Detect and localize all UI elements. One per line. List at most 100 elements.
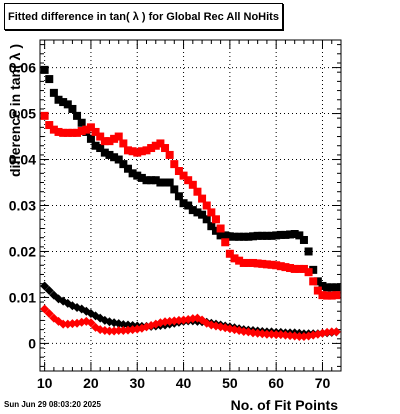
data-point xyxy=(225,249,234,258)
x-tick-label: 10 xyxy=(37,375,53,391)
data-point xyxy=(211,215,220,224)
data-point xyxy=(54,95,63,104)
data-point xyxy=(151,176,160,185)
x-tick-label: 60 xyxy=(268,375,284,391)
data-point xyxy=(49,88,58,97)
data-point xyxy=(281,263,290,272)
data-point xyxy=(198,194,207,203)
x-tick-label: 30 xyxy=(129,375,145,391)
data-point xyxy=(193,187,202,196)
data-point xyxy=(40,65,49,74)
x-axis-title: No. of Fit Points xyxy=(231,397,339,413)
data-point xyxy=(114,326,124,336)
data-point xyxy=(142,146,151,155)
data-point xyxy=(170,185,179,194)
data-point xyxy=(63,100,72,109)
data-point xyxy=(77,127,86,136)
data-point xyxy=(165,150,174,159)
data-point xyxy=(110,153,119,162)
data-point xyxy=(54,127,63,136)
data-point xyxy=(68,128,77,137)
x-tick-label: 70 xyxy=(315,375,331,391)
data-point xyxy=(244,232,253,241)
data-point xyxy=(276,262,285,271)
data-point xyxy=(235,256,244,265)
data-point xyxy=(63,128,72,137)
y-tick-label: 0.05 xyxy=(9,106,36,122)
axes: 10 20 30 40 50 60 70 0 0.01 0.02 0.03 0.04 0.05 0.06 xyxy=(9,40,342,391)
data-markers xyxy=(40,65,341,342)
data-point xyxy=(313,277,322,286)
data-point xyxy=(262,329,272,339)
data-point xyxy=(272,261,281,270)
data-point xyxy=(207,222,216,231)
data-point xyxy=(58,319,68,329)
data-point xyxy=(119,160,128,169)
series-4 xyxy=(40,304,341,342)
data-point xyxy=(272,231,281,240)
data-point xyxy=(211,226,220,235)
data-point xyxy=(225,232,234,241)
data-point xyxy=(44,286,54,296)
series-2 xyxy=(40,111,341,300)
data-point xyxy=(59,98,68,107)
data-point xyxy=(323,291,332,300)
data-point xyxy=(299,235,308,244)
data-point xyxy=(91,127,100,136)
data-point xyxy=(119,139,128,148)
data-point xyxy=(184,176,193,185)
data-point xyxy=(82,125,91,134)
data-point xyxy=(239,258,248,267)
data-point xyxy=(44,309,54,319)
data-point xyxy=(156,178,165,187)
data-point xyxy=(327,291,336,300)
data-point xyxy=(216,231,225,240)
data-point xyxy=(230,254,239,263)
data-point xyxy=(221,238,230,247)
data-point xyxy=(188,180,197,189)
data-point xyxy=(77,118,86,127)
data-point xyxy=(318,291,327,300)
y-tick-label: 0.04 xyxy=(9,152,36,168)
y-axis-title: difference in tan( λ ) xyxy=(7,44,23,177)
chart-title-box: Fitted difference in tan( λ ) for Global… xyxy=(4,3,283,30)
data-point xyxy=(40,111,49,120)
data-point xyxy=(262,231,271,240)
data-point xyxy=(49,125,58,134)
data-point xyxy=(161,178,170,187)
data-point xyxy=(295,231,304,240)
data-point xyxy=(184,201,193,210)
data-point xyxy=(304,247,313,256)
data-point xyxy=(86,318,96,328)
data-point xyxy=(170,160,179,169)
data-point xyxy=(114,132,123,141)
data-point xyxy=(105,137,114,146)
y-tick-label: 0.06 xyxy=(9,60,36,76)
data-point xyxy=(179,171,188,180)
data-point xyxy=(198,210,207,219)
x-tick-label: 50 xyxy=(222,375,238,391)
data-point xyxy=(174,167,183,176)
data-point xyxy=(290,230,299,239)
data-point xyxy=(239,232,248,241)
data-point xyxy=(258,231,267,240)
data-point xyxy=(244,258,253,267)
data-point xyxy=(286,230,295,239)
data-point xyxy=(110,134,119,143)
data-point xyxy=(96,144,105,153)
data-point xyxy=(271,330,281,340)
data-point xyxy=(156,139,165,148)
data-point xyxy=(299,264,308,273)
data-point xyxy=(309,265,318,274)
data-point xyxy=(253,231,262,240)
data-point xyxy=(151,141,160,150)
data-point xyxy=(165,178,174,187)
data-point xyxy=(323,283,332,292)
data-point xyxy=(230,232,239,241)
data-point xyxy=(73,111,82,120)
data-point xyxy=(286,264,295,273)
data-point xyxy=(137,147,146,156)
data-point xyxy=(100,148,109,157)
chart-title: Fitted difference in tan( λ ) for Global… xyxy=(8,10,279,23)
data-point xyxy=(202,201,211,210)
